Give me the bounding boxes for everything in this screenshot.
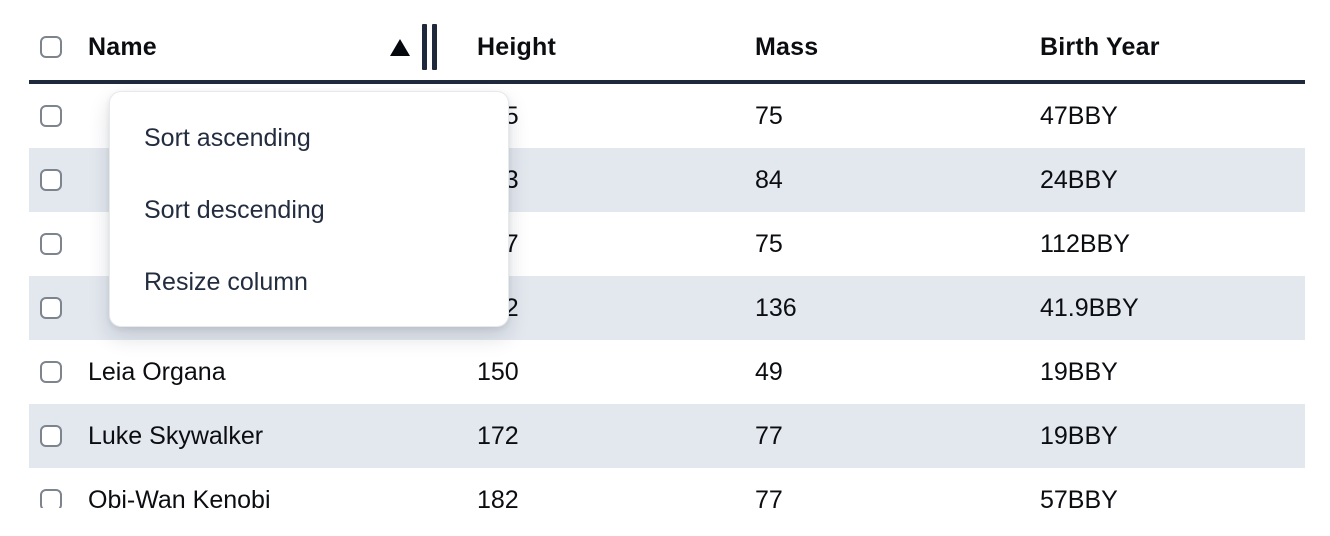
cell-name: Luke Skywalker: [29, 404, 477, 468]
column-header-birth-year[interactable]: Birth Year: [1040, 32, 1160, 61]
cell-height: 172: [477, 421, 519, 450]
resize-bar-icon: [432, 24, 437, 70]
cell-mass: 49: [755, 357, 783, 386]
cell-height: 165: [477, 102, 755, 131]
cell-height: 182: [477, 485, 519, 509]
row-checkbox[interactable]: [40, 361, 62, 383]
row-checkbox[interactable]: [40, 233, 62, 255]
cell-name: Leia Organa: [29, 340, 477, 404]
cell-name: [29, 276, 477, 340]
cell-birth-year: 47BBY: [1040, 101, 1118, 130]
cell-mass: 84: [755, 165, 783, 194]
row-checkbox[interactable]: [40, 105, 62, 127]
cell-name: [29, 212, 477, 276]
cell-name: [29, 148, 477, 212]
cell-birth-year: 19BBY: [1040, 421, 1118, 450]
cell-name: [29, 84, 477, 148]
column-context-menu: Sort ascending Sort descending Resize co…: [109, 91, 509, 327]
cell-name: Obi-Wan Kenobi: [29, 468, 477, 508]
menu-item-resize-column[interactable]: Resize column: [144, 267, 308, 296]
column-header-name-label[interactable]: Name: [88, 32, 157, 61]
data-table: Name Height Mass Birth Year 165 75 47BBY…: [29, 0, 1305, 508]
column-header-mass[interactable]: Mass: [755, 32, 819, 61]
menu-item-sort-descending[interactable]: Sort descending: [144, 195, 325, 224]
row-checkbox[interactable]: [40, 489, 62, 508]
table-row[interactable]: Luke Skywalker 172 77 19BBY: [29, 404, 1305, 468]
sort-ascending-icon: [390, 38, 410, 56]
cell-birth-year: 57BBY: [1040, 485, 1118, 509]
cell-name-label: Luke Skywalker: [88, 421, 264, 450]
cell-height: 183: [477, 166, 755, 195]
cell-birth-year: 24BBY: [1040, 165, 1118, 194]
cell-mass: 136: [755, 293, 797, 322]
cell-height: 167: [477, 230, 755, 259]
cell-birth-year: 41.9BBY: [1040, 293, 1139, 322]
cell-mass: 77: [755, 421, 783, 450]
select-all-checkbox[interactable]: [40, 36, 62, 58]
column-resize-handle[interactable]: [422, 24, 437, 70]
column-header-height[interactable]: Height: [477, 32, 556, 61]
cell-name-label: Leia Organa: [88, 357, 226, 386]
resize-bar-icon: [422, 24, 427, 70]
table-row[interactable]: Leia Organa 150 49 19BBY: [29, 340, 1305, 404]
cell-name-label: Obi-Wan Kenobi: [88, 485, 271, 509]
column-header-name[interactable]: Name: [29, 14, 477, 80]
row-checkbox[interactable]: [40, 169, 62, 191]
cell-height: 150: [477, 357, 519, 386]
cell-height: 202: [477, 294, 755, 323]
cell-birth-year: 19BBY: [1040, 357, 1118, 386]
table-row[interactable]: Obi-Wan Kenobi 182 77 57BBY: [29, 468, 1305, 508]
cell-mass: 75: [755, 229, 783, 258]
row-checkbox[interactable]: [40, 425, 62, 447]
cell-mass: 75: [755, 101, 783, 130]
table-header-row: Name Height Mass Birth Year: [29, 0, 1305, 84]
cell-birth-year: 112BBY: [1040, 229, 1130, 258]
cell-mass: 77: [755, 485, 783, 509]
menu-item-sort-ascending[interactable]: Sort ascending: [144, 123, 311, 152]
row-checkbox[interactable]: [40, 297, 62, 319]
